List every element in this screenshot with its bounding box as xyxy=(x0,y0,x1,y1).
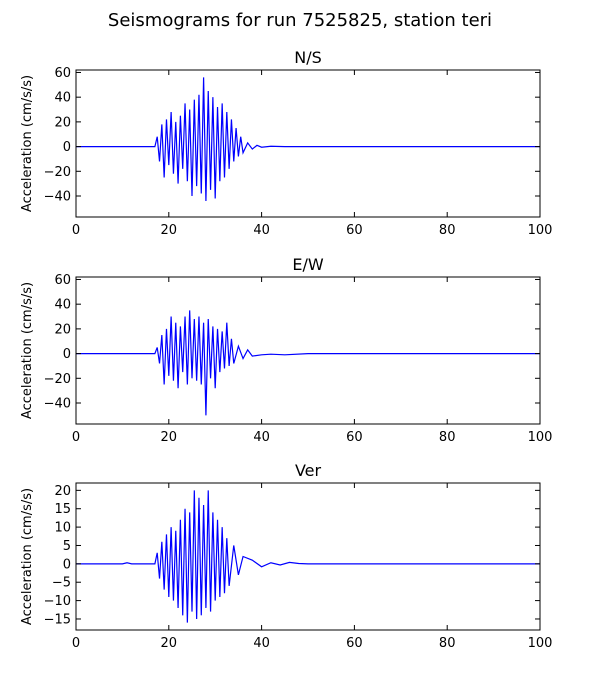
y-tick-label: 60 xyxy=(54,66,71,81)
x-tick-label: 40 xyxy=(253,430,270,445)
y-tick-label: 0 xyxy=(63,557,71,572)
x-tick-label: 60 xyxy=(346,636,363,651)
panel-title: E/W xyxy=(292,255,324,274)
x-tick-label: 80 xyxy=(439,636,456,651)
x-tick-label: 0 xyxy=(72,223,80,238)
y-axis-label: Acceleration (cm/s/s) xyxy=(20,282,35,419)
y-tick-label: 15 xyxy=(54,502,71,517)
y-axis-label: Acceleration (cm/s/s) xyxy=(20,75,35,212)
x-tick-label: 0 xyxy=(72,636,80,651)
x-tick-label: 0 xyxy=(72,430,80,445)
axes-frame xyxy=(75,482,541,631)
x-tick-label: 40 xyxy=(253,223,270,238)
x-tick-label: 80 xyxy=(439,223,456,238)
y-tick-label: −5 xyxy=(52,576,71,591)
y-tick-label: −40 xyxy=(44,397,71,412)
y-tick-label: 40 xyxy=(54,91,71,106)
x-tick-label: 80 xyxy=(439,430,456,445)
y-tick-label: 5 xyxy=(63,539,71,554)
y-tick-label: −10 xyxy=(44,594,71,609)
x-tick-label: 100 xyxy=(528,223,553,238)
y-tick-label: 0 xyxy=(63,140,71,155)
panel-title: Ver xyxy=(295,461,322,480)
axes-frame xyxy=(75,276,541,425)
y-tick-label: −20 xyxy=(44,372,71,387)
y-tick-label: 0 xyxy=(63,347,71,362)
x-tick-label: 60 xyxy=(346,430,363,445)
x-tick-label: 20 xyxy=(161,430,178,445)
panel-title: N/S xyxy=(294,48,322,67)
y-axis-label: Acceleration (cm/s/s) xyxy=(20,488,35,625)
y-tick-label: 40 xyxy=(54,298,71,313)
y-tick-label: 20 xyxy=(54,484,71,499)
x-tick-label: 100 xyxy=(528,636,553,651)
chart-panel-3: 0 20 40 60 80 100 −15 −10 −5 0 5 10 15 20 Ver Accelerat… xyxy=(20,461,552,651)
y-tick-label: −20 xyxy=(44,165,71,180)
chart-panel-1: 0 20 40 60 80 100 −40 −20 0 20 40 60 N/S Acceleration… xyxy=(20,48,552,238)
x-tick-label: 40 xyxy=(253,636,270,651)
y-tick-label: −40 xyxy=(44,190,71,205)
series-line xyxy=(76,310,540,416)
x-tick-label: 20 xyxy=(161,223,178,238)
y-tick-label: −15 xyxy=(44,612,71,627)
x-tick-label: 100 xyxy=(528,430,553,445)
series-line xyxy=(76,490,540,623)
chart-panel-2: 0 20 40 60 80 100 −40 −20 0 20 40 60 E/W Acceleration… xyxy=(20,255,552,445)
y-tick-label: 10 xyxy=(54,521,71,536)
y-tick-label: 20 xyxy=(54,115,71,130)
x-tick-label: 20 xyxy=(161,636,178,651)
figure-title: Seismograms for run 7525825, station ter… xyxy=(107,10,493,31)
x-tick-label: 60 xyxy=(346,223,363,238)
y-tick-label: 60 xyxy=(54,273,71,288)
series-line xyxy=(76,77,540,201)
y-tick-label: 20 xyxy=(54,322,71,337)
axes-frame xyxy=(75,69,541,218)
